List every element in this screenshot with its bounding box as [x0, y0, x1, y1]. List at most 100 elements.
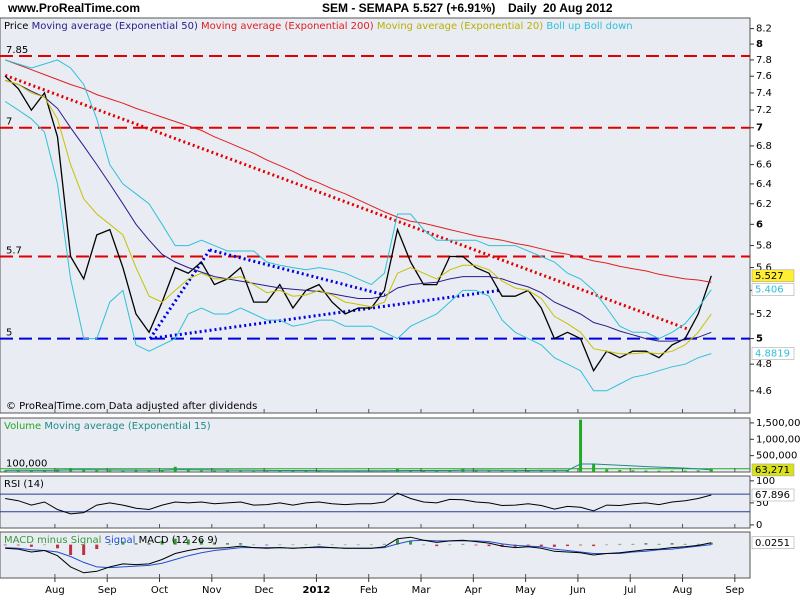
reference-label: 5 — [6, 328, 12, 339]
legend-entry: Price — [4, 21, 28, 32]
bar — [3, 544, 7, 546]
bar — [317, 543, 321, 545]
bar — [330, 544, 334, 546]
y-tick-label: 5.8 — [756, 241, 772, 252]
x-tick-label: Mar — [412, 585, 432, 596]
bar — [278, 470, 282, 472]
bar — [69, 544, 73, 555]
y-tick-label: 4.6 — [756, 386, 772, 397]
site-name: www.ProRealTime.com — [7, 1, 140, 15]
bar — [134, 543, 138, 545]
legend: MACD minus Signal Signal MACD (12 26 9) — [4, 535, 218, 546]
x-tick-label: May — [515, 585, 536, 596]
bar — [395, 539, 399, 545]
bar — [56, 544, 60, 549]
bar — [683, 470, 687, 472]
x-tick-label: Apr — [465, 585, 483, 596]
legend-entry: Moving average (Exponential 15) — [44, 421, 210, 432]
bar — [16, 470, 20, 472]
bar — [605, 544, 609, 546]
bar — [330, 470, 334, 472]
legend-entry: Boll down — [584, 21, 633, 32]
bar — [3, 470, 7, 472]
y-tick-label: 1,500,000 — [756, 418, 800, 429]
bar — [696, 470, 700, 472]
bar — [291, 470, 295, 472]
bar — [278, 544, 282, 546]
bar — [212, 470, 216, 472]
series-line — [5, 79, 712, 355]
bar — [226, 470, 230, 472]
bar — [160, 470, 164, 472]
reference-label: 5.7 — [6, 245, 22, 256]
bar — [618, 543, 622, 545]
bar — [618, 470, 622, 472]
legend-entry: Moving average (Exponential 50) — [32, 21, 198, 32]
bar — [265, 544, 269, 546]
value-tag-label: 4.8819 — [755, 349, 790, 360]
bar — [683, 543, 687, 545]
value-tag — [751, 269, 795, 283]
bar — [252, 471, 256, 472]
x-tick-label: Nov — [202, 585, 222, 596]
legend-entry: MACD (12 26 9) — [139, 535, 218, 546]
legend: Price Moving average (Exponential 50) Mo… — [4, 21, 633, 32]
value-tag — [751, 488, 795, 502]
value-tag — [751, 536, 795, 550]
y-tick-label: 5.2 — [756, 309, 772, 320]
trend-line — [4, 73, 691, 332]
series-line — [4, 101, 712, 392]
x-tick-label: Aug — [45, 585, 65, 596]
value-tag-label: 5.406 — [755, 285, 784, 296]
bar — [160, 540, 164, 545]
x-tick-label: Sep — [98, 585, 117, 596]
legend-entry: Boll up — [546, 21, 580, 32]
bar — [108, 470, 112, 472]
bar — [121, 470, 125, 472]
bar — [173, 538, 177, 545]
bar — [657, 470, 661, 472]
bar — [461, 543, 465, 545]
bar — [369, 544, 373, 546]
y-tick-label: 8 — [756, 39, 763, 50]
bar — [448, 544, 452, 546]
bar — [644, 543, 648, 545]
bar — [709, 468, 713, 472]
series-line — [5, 463, 712, 472]
note: © ProRealTime.com Data adjusted after di… — [6, 401, 257, 412]
bar — [265, 471, 269, 472]
bar — [369, 471, 373, 472]
bar — [696, 543, 700, 545]
bar — [226, 543, 230, 545]
bar — [631, 470, 635, 472]
y-tick-label: 7.2 — [756, 105, 772, 116]
bar — [487, 470, 491, 472]
series-line — [5, 79, 712, 342]
bar — [435, 544, 439, 547]
legend-entry: Moving average (Exponential 200) — [201, 21, 374, 32]
bar — [343, 544, 347, 546]
y-tick-label: 6.4 — [756, 179, 772, 190]
bar — [16, 544, 20, 546]
reference-label: 7 — [6, 117, 12, 128]
bar — [539, 544, 543, 547]
quote: 5.527 (+6.91%) — [413, 1, 495, 15]
legend-entry: RSI (14) — [4, 479, 44, 490]
bar — [409, 540, 413, 545]
bar — [631, 543, 635, 545]
bar — [147, 470, 151, 472]
x-tick-label: Sep — [725, 585, 744, 596]
bar — [526, 544, 530, 546]
bar — [500, 470, 504, 472]
bar — [409, 470, 413, 472]
bar — [95, 470, 99, 472]
bar — [239, 543, 243, 545]
y-tick-label: 6.6 — [756, 160, 772, 171]
y-tick-label: 7 — [756, 123, 763, 134]
value-tag — [751, 347, 795, 360]
symbol: SEM - SEMAPA — [322, 1, 409, 15]
series-line — [4, 75, 712, 373]
bar — [134, 470, 138, 472]
bar — [552, 544, 556, 547]
